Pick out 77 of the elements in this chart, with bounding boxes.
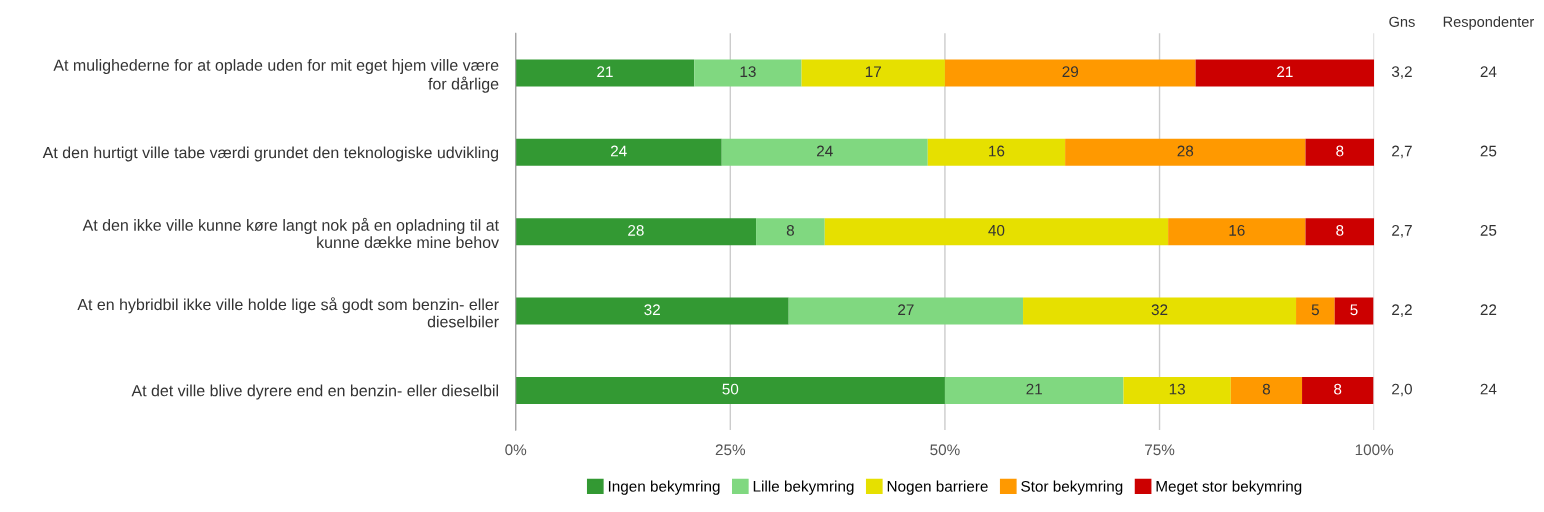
data-label: 5 bbox=[1350, 304, 1358, 316]
bar bbox=[515, 59, 695, 87]
bar bbox=[1230, 376, 1303, 404]
bar bbox=[515, 138, 722, 166]
bar bbox=[824, 218, 1169, 246]
data-label: 8 bbox=[1336, 145, 1344, 157]
y-tick-label: At den hurtigt ville tabe værdi grundet den teknologiske udvikling bbox=[42, 146, 499, 162]
y-tick-label: At den ikke ville kunne køre langt nok på en opladning til at kunne dække mine behov bbox=[82, 217, 499, 249]
bar bbox=[1305, 218, 1375, 246]
data-label: 13 bbox=[1169, 383, 1185, 395]
x-tick-label: 50% bbox=[930, 444, 960, 456]
data-label: 24 bbox=[610, 145, 627, 157]
text: 25 bbox=[1480, 224, 1497, 236]
text: 3,2 bbox=[1391, 66, 1412, 79]
data-label: 5 bbox=[1311, 304, 1319, 316]
bar bbox=[1302, 376, 1374, 404]
data-label: 29 bbox=[1062, 66, 1079, 78]
bar bbox=[1123, 376, 1231, 404]
data-label: 17 bbox=[865, 66, 881, 77]
data-label: 8 bbox=[1262, 383, 1271, 395]
legend-label: Meget stor bekymring bbox=[1156, 480, 1302, 495]
legend-label: Stor bekymring bbox=[1021, 480, 1123, 495]
legend-label: Nogen barriere bbox=[887, 480, 988, 495]
text: 2,2 bbox=[1392, 304, 1412, 317]
bar bbox=[1168, 218, 1306, 246]
data-label: 21 bbox=[1026, 383, 1042, 395]
bar bbox=[1305, 138, 1375, 166]
text: Gns bbox=[1389, 16, 1415, 27]
data-label: 27 bbox=[898, 304, 914, 315]
bar bbox=[515, 376, 945, 404]
bar bbox=[944, 376, 1124, 404]
data-label: 50 bbox=[722, 383, 739, 395]
bar bbox=[801, 59, 945, 87]
text: 2,0 bbox=[1392, 383, 1412, 397]
data-label: 16 bbox=[989, 145, 1005, 157]
text: 22 bbox=[1480, 304, 1497, 315]
bar bbox=[756, 218, 825, 246]
bar bbox=[788, 297, 1024, 325]
legend-label: Lille bekymring bbox=[753, 480, 854, 495]
text: Respondenter bbox=[1443, 16, 1534, 30]
bar bbox=[515, 218, 757, 246]
y-tick-label: At en hybridbil ikke ville holde lige så godt som benzin- eller dieselbiler bbox=[77, 297, 499, 328]
text: 2,7 bbox=[1392, 145, 1412, 159]
text: 25 bbox=[1480, 145, 1497, 157]
data-label: 8 bbox=[786, 224, 794, 236]
data-label: 13 bbox=[740, 66, 756, 78]
x-tick-label: 25% bbox=[715, 444, 746, 456]
data-label: 24 bbox=[817, 145, 833, 157]
data-label: 21 bbox=[597, 66, 613, 77]
text: 2,7 bbox=[1392, 224, 1412, 238]
bar bbox=[1195, 59, 1375, 87]
data-label: 28 bbox=[628, 224, 644, 236]
bar bbox=[721, 138, 928, 166]
data-label: 28 bbox=[1177, 145, 1194, 157]
bar bbox=[927, 138, 1066, 166]
x-tick-label: 0% bbox=[505, 444, 527, 456]
legend-label: Ingen bekymring bbox=[608, 480, 720, 495]
bar bbox=[694, 59, 802, 87]
text: 24 bbox=[1480, 383, 1497, 395]
bar bbox=[515, 297, 789, 325]
text: 24 bbox=[1480, 66, 1497, 77]
x-tick-label: 100% bbox=[1355, 444, 1394, 456]
data-label: 8 bbox=[1336, 224, 1344, 236]
y-tick-label: At det ville blive dyrere end en benzin- eller dieselbil bbox=[131, 384, 498, 400]
data-label: 16 bbox=[1229, 224, 1245, 236]
data-label: 40 bbox=[988, 224, 1005, 236]
bar bbox=[1334, 297, 1374, 325]
bar bbox=[1296, 297, 1335, 325]
data-label: 21 bbox=[1277, 66, 1293, 77]
data-label: 8 bbox=[1334, 383, 1342, 395]
x-tick-label: 75% bbox=[1145, 444, 1175, 456]
bar bbox=[944, 59, 1196, 87]
data-label: 32 bbox=[1151, 304, 1168, 316]
y-tick-label: At mulighederne for at oplade uden for mit eget hjem ville være for dårlige bbox=[53, 59, 499, 93]
bar bbox=[1065, 138, 1306, 166]
data-label: 32 bbox=[644, 304, 660, 316]
bar bbox=[1023, 297, 1297, 325]
